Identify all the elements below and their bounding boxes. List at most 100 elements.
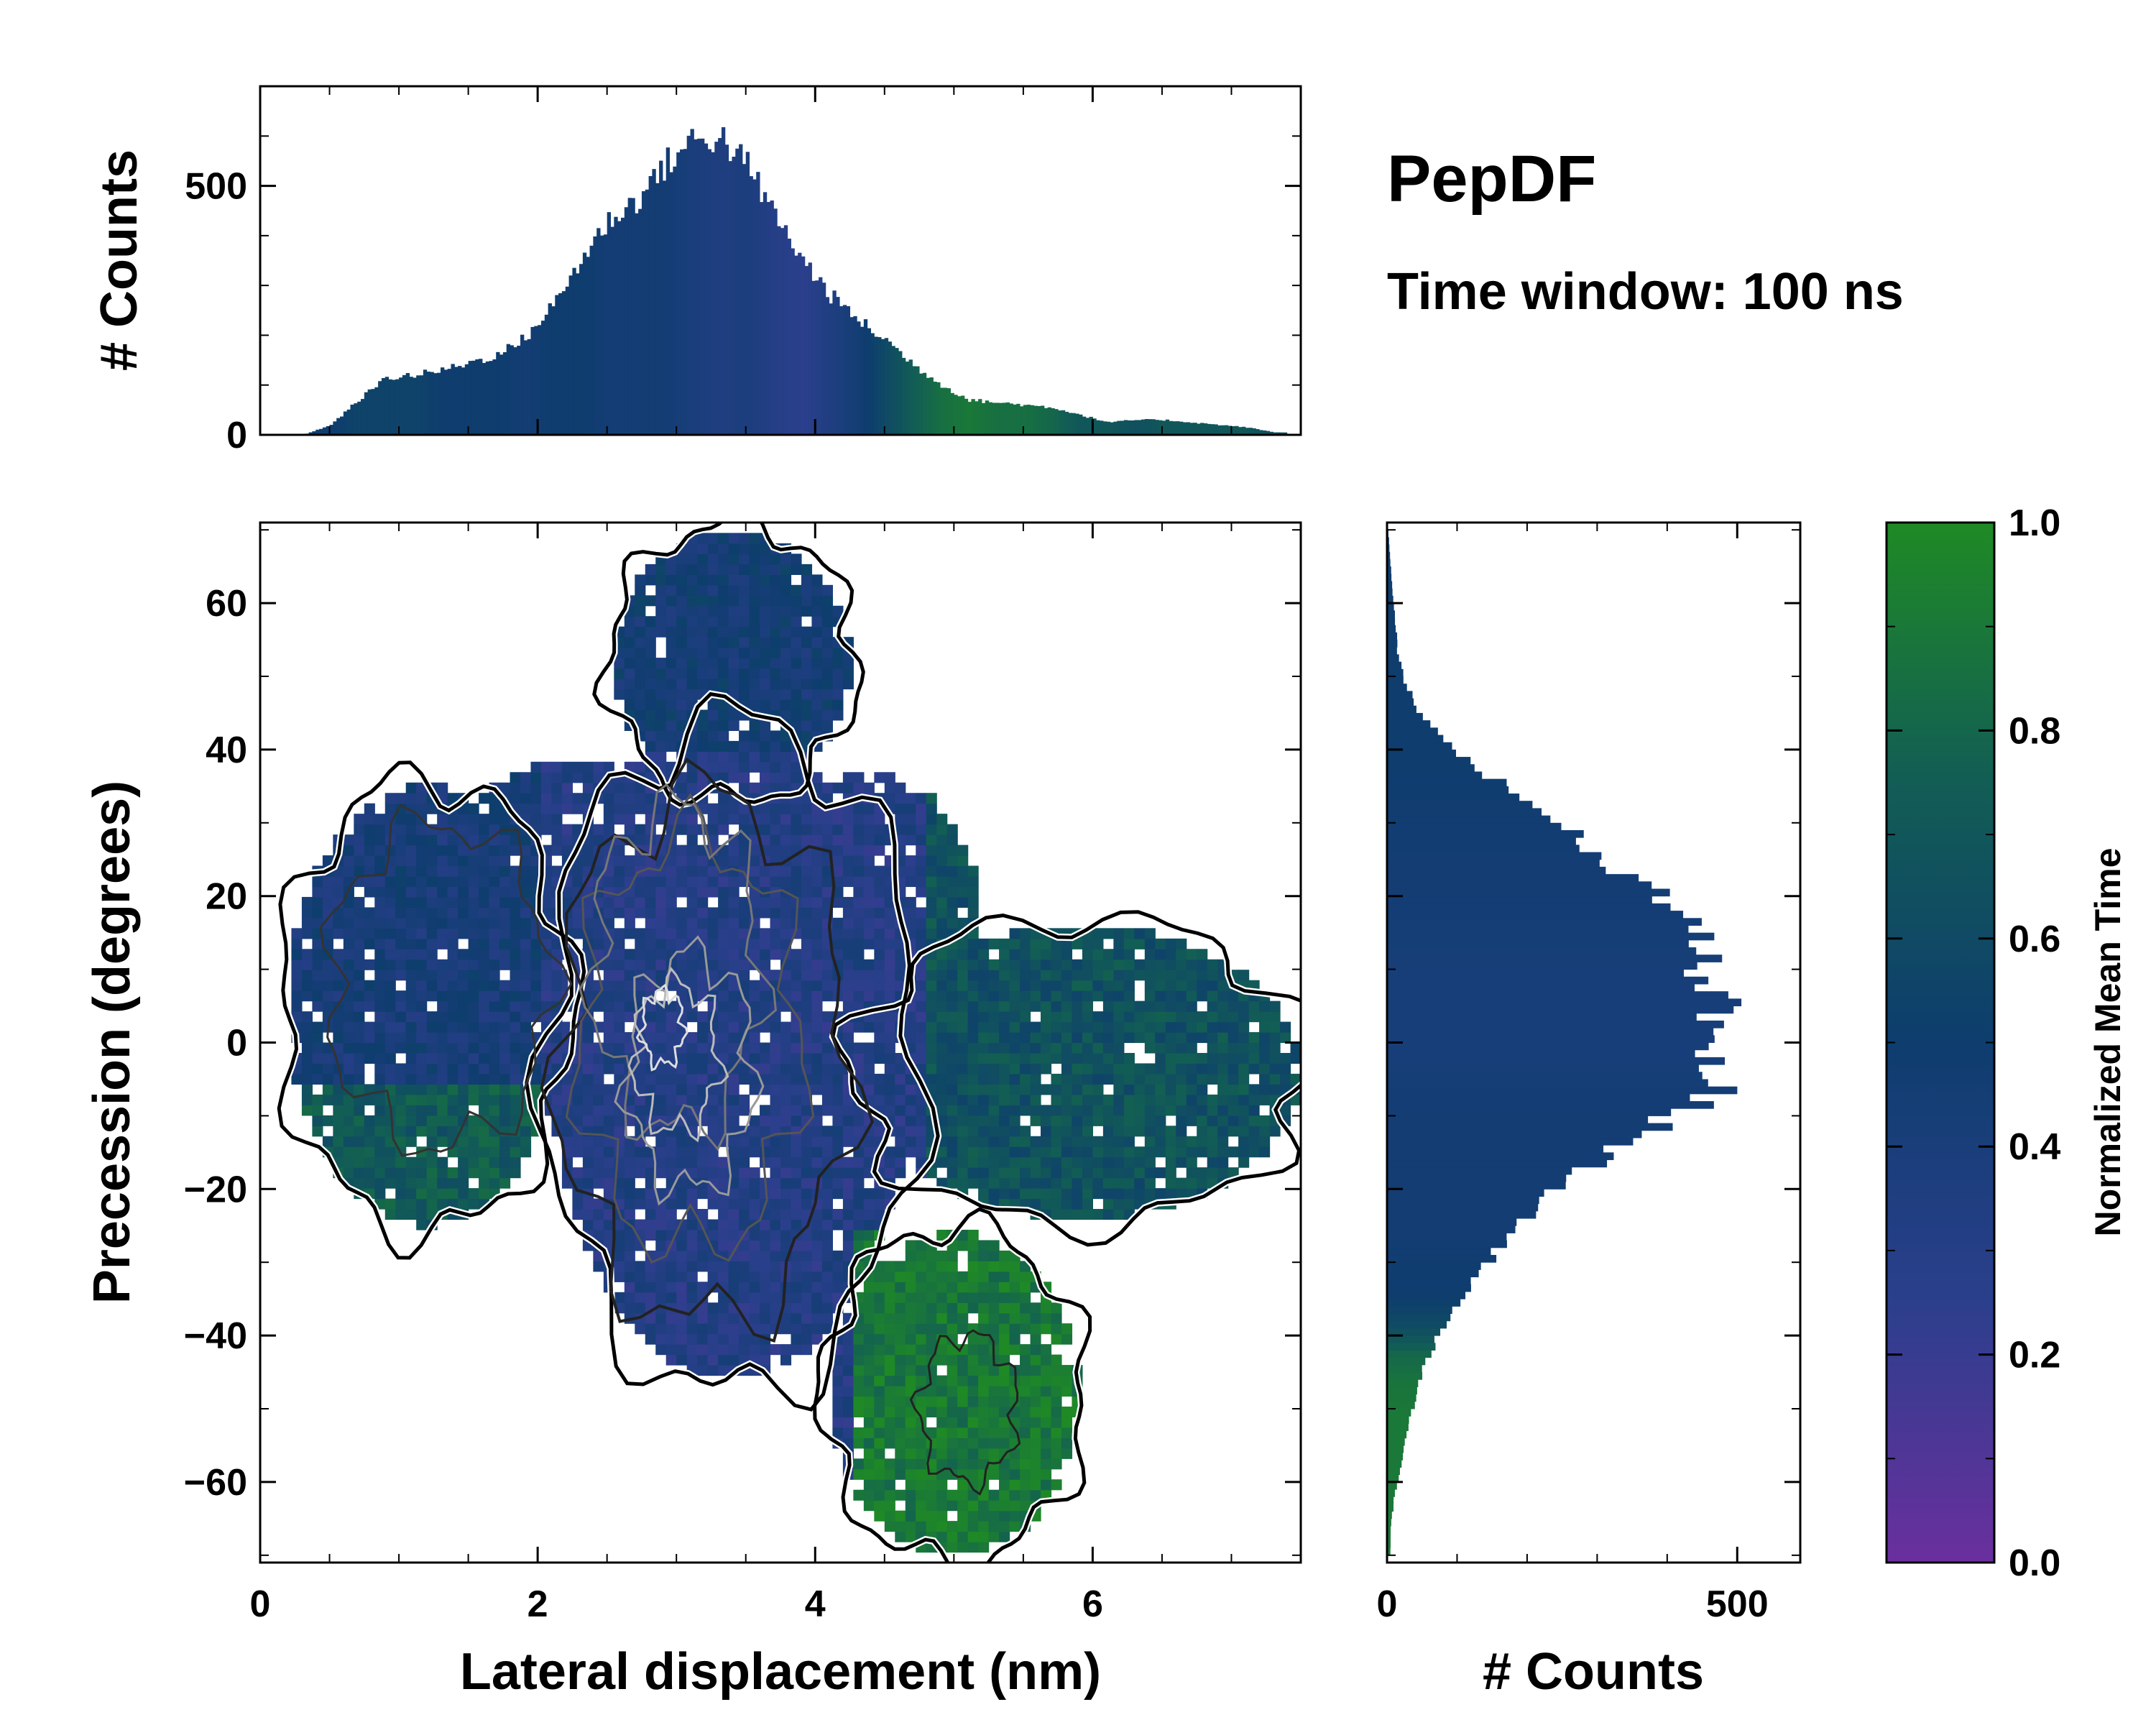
heatmap-cell — [1051, 1458, 1062, 1470]
heatmap-cell — [957, 1063, 969, 1075]
heatmap-cell — [1051, 1406, 1062, 1418]
heatmap-cell — [1238, 1042, 1250, 1054]
heatmap-cell — [957, 1438, 969, 1449]
heatmap-cell — [676, 886, 688, 898]
heatmap-cell — [447, 845, 459, 856]
heatmap-cell — [1009, 1489, 1021, 1501]
heatmap-cell — [655, 803, 667, 814]
top-histogram-bar — [555, 295, 559, 435]
heatmap-cell — [801, 1032, 813, 1044]
heatmap-cell — [946, 896, 958, 908]
heatmap-cell — [811, 689, 823, 700]
heatmap-cell — [603, 1000, 614, 1012]
heatmap-cell — [801, 678, 813, 690]
heatmap-cell — [832, 824, 844, 835]
contour-line — [635, 983, 688, 1072]
heatmap-cell — [468, 970, 479, 981]
heatmap-cell — [1030, 1136, 1041, 1147]
heatmap-cell — [811, 1282, 823, 1293]
heatmap-cell — [354, 980, 365, 991]
heatmap-cell — [999, 1177, 1010, 1189]
heatmap-cell — [957, 1177, 969, 1189]
heatmap-cell — [770, 834, 781, 846]
heatmap-cell — [967, 1042, 979, 1054]
top-histogram-bar — [367, 389, 372, 435]
heatmap-cell — [1041, 1105, 1052, 1116]
heatmap-cell — [645, 1073, 656, 1085]
heatmap-cell — [1227, 1084, 1239, 1095]
heatmap-cell — [895, 959, 906, 970]
heatmap-cell — [760, 564, 771, 575]
heatmap-cell — [1134, 1115, 1146, 1126]
heatmap-cell — [926, 845, 937, 856]
heatmap-cell — [999, 1063, 1010, 1075]
heatmap-cell — [343, 896, 354, 908]
heatmap-cell — [780, 1188, 792, 1200]
heatmap-cell — [489, 1042, 500, 1054]
heatmap-cell — [842, 834, 854, 846]
heatmap-cell — [760, 678, 771, 690]
heatmap-cell — [322, 1052, 333, 1064]
heatmap-cell — [676, 1063, 688, 1075]
y-tick-label: 500 — [185, 166, 247, 208]
heatmap-cell — [811, 1219, 823, 1230]
heatmap-cell — [1020, 949, 1031, 960]
heatmap-cell — [905, 1323, 916, 1335]
heatmap-cell — [405, 990, 417, 1002]
heatmap-cell — [718, 980, 729, 991]
heatmap-cell — [739, 761, 750, 773]
heatmap-cell — [749, 1115, 760, 1126]
heatmap-cell — [686, 845, 698, 856]
top-histogram-bar — [905, 362, 910, 435]
heatmap-cell — [551, 803, 563, 814]
heatmap-cell — [343, 1167, 354, 1179]
heatmap-cell — [1197, 990, 1208, 1002]
heatmap-cell — [728, 959, 740, 970]
heatmap-cell — [957, 1396, 969, 1407]
heatmap-cell — [1030, 1198, 1041, 1210]
heatmap-cell — [1123, 959, 1135, 970]
heatmap-cell — [926, 1250, 937, 1261]
top-histogram-bar — [971, 399, 975, 435]
heatmap-cell — [905, 1468, 916, 1480]
heatmap-cell — [1051, 1323, 1062, 1335]
heatmap-cell — [1009, 1312, 1021, 1324]
heatmap-cell — [770, 782, 781, 794]
heatmap-cell — [821, 1084, 833, 1095]
heatmap-cell — [884, 1510, 895, 1522]
heatmap-cell — [957, 917, 969, 929]
heatmap-cell — [895, 1302, 906, 1314]
heatmap-cell — [1051, 1105, 1062, 1116]
heatmap-cell — [1072, 1177, 1083, 1189]
heatmap-cell — [572, 1198, 584, 1210]
heatmap-cell — [1238, 1000, 1250, 1012]
heatmap-cell — [1082, 1021, 1093, 1033]
heatmap-cell — [988, 1271, 1000, 1282]
heatmap-cell — [1207, 1136, 1218, 1147]
heatmap-cell — [1176, 1105, 1187, 1116]
heatmap-cell — [499, 1042, 511, 1054]
heatmap-cell — [780, 772, 792, 783]
heatmap-cell — [718, 907, 729, 919]
heatmap-cell — [926, 907, 937, 919]
heatmap-cell — [957, 1312, 969, 1324]
heatmap-cell — [343, 1105, 354, 1116]
heatmap-cell — [718, 1333, 729, 1345]
heatmap-cell — [468, 928, 479, 939]
heatmap-cell — [791, 668, 802, 679]
heatmap-cell — [946, 1042, 958, 1054]
heatmap-cell — [916, 907, 927, 919]
heatmap-cell — [1102, 1105, 1114, 1116]
heatmap-cell — [603, 1011, 614, 1023]
heatmap-cell — [520, 772, 532, 783]
heatmap-cell — [749, 1271, 760, 1282]
heatmap-cell — [572, 1146, 584, 1158]
heatmap-cell — [1051, 1396, 1062, 1407]
heatmap-cell — [333, 1042, 344, 1054]
heatmap-cell — [374, 1126, 386, 1137]
heatmap-cell — [842, 1375, 854, 1386]
heatmap-cell — [343, 1136, 354, 1147]
heatmap-cell — [988, 1063, 1000, 1075]
heatmap-cell — [760, 730, 771, 742]
heatmap-cell — [1227, 1073, 1239, 1085]
